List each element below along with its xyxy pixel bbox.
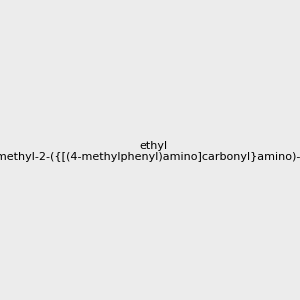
Text: ethyl 4-(4-ethoxyphenyl)-5-methyl-2-({[(4-methylphenyl)amino]carbonyl}amino)-3-t: ethyl 4-(4-ethoxyphenyl)-5-methyl-2-({[(… bbox=[0, 141, 300, 162]
